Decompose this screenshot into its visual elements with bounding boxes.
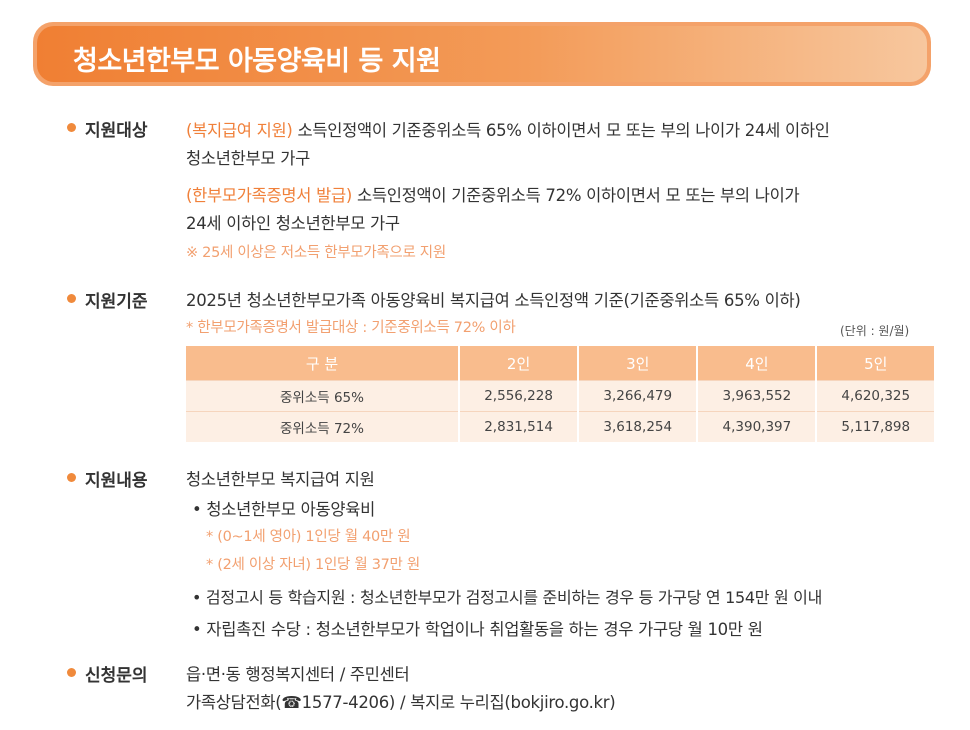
criteria-note: * 한부모가족증명서 발급대상 : 기준중위소득 72% 이하 xyxy=(186,320,516,336)
content-item-1-sub-1: * (0~1세 영아) 1인당 월 40만 원 xyxy=(206,529,411,545)
table-row: 중위소득 72% 2,831,514 3,618,254 4,390,397 5… xyxy=(186,411,934,442)
target-tag-1: (복지급여 지원) xyxy=(186,121,293,140)
inquiry-line-1: 읍·면·동 행정복지센터 / 주민센터 xyxy=(186,665,410,684)
table-cell: 2,831,514 xyxy=(459,411,580,442)
target-tag-2: (한부모가족증명서 발급) xyxy=(186,186,353,205)
table-cell: 3,618,254 xyxy=(578,411,699,442)
table-header-cell: 3인 xyxy=(578,346,699,381)
inquiry-line-2: 가족상담전화(☎1577-4206) / 복지로 누리집(bokjiro.go.… xyxy=(186,693,616,712)
section-label-criteria: 지원기준 xyxy=(85,292,148,312)
table-cell: 3,266,479 xyxy=(578,380,699,412)
content-item-1: • 청소년한부모 아동양육비 xyxy=(192,500,376,519)
table-header-cell: 2인 xyxy=(459,346,580,381)
table-header-cell: 구 분 xyxy=(186,346,460,381)
table-cell: 4,390,397 xyxy=(697,411,818,442)
content-item-2: • 검정고시 등 학습지원 : 청소년한부모가 검정고시를 준비하는 경우 등 … xyxy=(192,588,822,607)
content-heading: 청소년한부모 복지급여 지원 xyxy=(186,470,375,489)
title-banner: 청소년한부모 아동양육비 등 지원 xyxy=(33,22,931,86)
table-header-cell: 4인 xyxy=(697,346,818,381)
content-item-1-sub-2: * (2세 이상 자녀) 1인당 월 37만 원 xyxy=(206,557,420,573)
income-criteria-table: 구 분 2인 3인 4인 5인 중위소득 65% 2,556,228 3,266… xyxy=(186,346,934,442)
section-label-inquiry: 신청문의 xyxy=(85,666,148,686)
bullet-icon xyxy=(67,668,76,677)
target-note: ※ 25세 이상은 저소득 한부모가족으로 지원 xyxy=(186,245,446,261)
content-item-3: • 자립촉진 수당 : 청소년한부모가 학업이나 취업활동을 하는 경우 가구당… xyxy=(192,620,763,639)
bullet-icon xyxy=(67,123,76,132)
table-cell: 중위소득 72% xyxy=(186,411,460,442)
section-label-content: 지원내용 xyxy=(85,471,148,491)
target-line-2: (한부모가족증명서 발급) 소득인정액이 기준중위소득 72% 이하이면서 모 … xyxy=(186,182,800,206)
page-title: 청소년한부모 아동양육비 등 지원 xyxy=(73,46,441,77)
criteria-heading: 2025년 청소년한부모가족 아동양육비 복지급여 소득인정액 기준(기준중위소… xyxy=(186,291,801,310)
target-line-2-cont: 24세 이하인 청소년한부모 가구 xyxy=(186,214,400,233)
target-line-1-cont: 청소년한부모 가구 xyxy=(186,149,310,168)
bullet-icon xyxy=(67,473,76,482)
target-text-1: 소득인정액이 기준중위소득 65% 이하이면서 모 또는 부의 나이가 24세 … xyxy=(292,121,830,140)
table-cell: 중위소득 65% xyxy=(186,380,460,412)
table-header-row: 구 분 2인 3인 4인 5인 xyxy=(186,346,934,381)
table-cell: 5,117,898 xyxy=(816,411,934,442)
target-text-2: 소득인정액이 기준중위소득 72% 이하이면서 모 또는 부의 나이가 xyxy=(352,186,800,205)
table-cell: 3,963,552 xyxy=(697,380,818,412)
target-line-1: (복지급여 지원) 소득인정액이 기준중위소득 65% 이하이면서 모 또는 부… xyxy=(186,117,830,141)
title-banner-fill: 청소년한부모 아동양육비 등 지원 xyxy=(37,26,927,82)
table-cell: 4,620,325 xyxy=(816,380,934,412)
table-row: 중위소득 65% 2,556,228 3,266,479 3,963,552 4… xyxy=(186,380,934,412)
unit-label: (단위 : 원/월) xyxy=(840,324,910,338)
section-label-target: 지원대상 xyxy=(85,121,148,141)
table-cell: 2,556,228 xyxy=(459,380,580,412)
table-header-cell: 5인 xyxy=(816,346,934,381)
bullet-icon xyxy=(67,294,76,303)
